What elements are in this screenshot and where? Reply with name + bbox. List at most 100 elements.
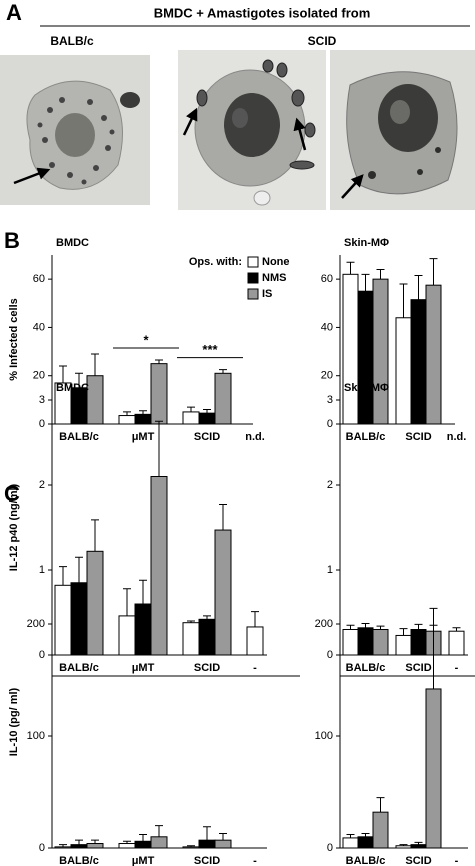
error-bar <box>187 620 195 623</box>
error-bar <box>414 841 423 845</box>
error-bar <box>75 372 83 388</box>
error-bar <box>75 556 83 583</box>
error-bar <box>139 834 147 842</box>
bar <box>86 550 104 656</box>
x-tick-label: SCID <box>194 662 220 674</box>
x-tick-label: - <box>253 855 257 866</box>
error-bar <box>139 579 147 604</box>
error-bar <box>219 504 227 531</box>
bar <box>410 299 427 425</box>
y-axis-label: IL-10 (pg/ ml) <box>8 687 20 756</box>
legend-label: NMS <box>262 272 286 284</box>
error-bar <box>203 615 211 620</box>
bar <box>410 629 427 656</box>
bar <box>134 413 152 425</box>
x-tick-label: BALB/c <box>346 431 386 443</box>
bar <box>372 811 389 849</box>
bar <box>214 372 232 425</box>
panel-label: A <box>6 0 22 25</box>
chart-title: BMDC <box>56 382 89 394</box>
chart-title: Skin-MΦ <box>344 382 389 394</box>
y-tick-label: 40 <box>33 321 45 333</box>
bar <box>118 615 136 656</box>
y-tick-label: 100 <box>27 730 45 742</box>
x-tick-label: SCID <box>405 431 431 443</box>
x-tick-label: μMT <box>132 431 155 443</box>
error-bar <box>361 832 370 837</box>
y-tick-label: 0 <box>39 649 45 661</box>
y-tick-label: 3 <box>327 394 333 406</box>
bar <box>86 843 104 849</box>
chart-title: Skin-MΦ <box>344 237 389 249</box>
legend-swatch <box>247 272 259 284</box>
significance-label: *** <box>202 342 218 357</box>
x-tick-label: - <box>253 662 257 674</box>
error-bar <box>346 834 355 838</box>
bar <box>54 584 72 656</box>
bar <box>182 622 200 656</box>
error-bar <box>399 844 408 846</box>
error-bar <box>376 797 385 813</box>
x-tick-label: SCID <box>405 662 431 674</box>
x-tick-label: SCID <box>405 855 431 866</box>
x-tick-label: BALB/c <box>59 855 99 866</box>
error-bar <box>219 369 227 374</box>
legend-title: Ops. with: <box>189 256 242 268</box>
y-tick-label: 3 <box>39 394 45 406</box>
x-tick-label: BALB/c <box>59 431 99 443</box>
error-bar <box>399 283 408 318</box>
y-axis-label: IL-12 p40 (ng/ml) <box>8 483 20 571</box>
y-tick-label: 200 <box>27 618 45 630</box>
bar <box>134 840 152 849</box>
y-tick-label: 0 <box>39 418 45 430</box>
micrograph <box>330 50 475 210</box>
panel-title: BMDC + Amastigotes isolated from <box>154 5 371 20</box>
bar <box>198 412 216 425</box>
bar <box>395 634 412 656</box>
y-tick-label: 60 <box>321 273 333 285</box>
bar <box>150 363 168 425</box>
bar <box>395 317 412 425</box>
x-tick-label: BALB/c <box>346 662 386 674</box>
x-tick-label: μMT <box>132 662 155 674</box>
error-bar <box>187 845 195 847</box>
y-tick-label: 2 <box>39 479 45 491</box>
y-tick-label: 2 <box>327 479 333 491</box>
error-bar <box>361 623 370 628</box>
error-bar <box>139 410 147 415</box>
bar <box>134 603 152 656</box>
bar <box>357 627 374 656</box>
error-bar <box>123 411 131 416</box>
bar <box>342 273 359 425</box>
x-tick-label: μMT <box>132 855 155 866</box>
error-bar <box>399 628 408 636</box>
error-bar <box>414 275 423 300</box>
x-tick-label: - <box>455 855 459 866</box>
error-bar <box>91 839 99 844</box>
error-bar <box>203 409 211 414</box>
panel-label: B <box>4 228 20 253</box>
y-tick-label: 60 <box>33 273 45 285</box>
error-bar <box>155 420 163 477</box>
x-tick-label: - <box>455 662 459 674</box>
error-bar <box>123 588 131 616</box>
bar <box>448 630 465 656</box>
bar <box>198 839 216 849</box>
legend-label: None <box>262 256 290 268</box>
error-bar <box>346 624 355 630</box>
bar <box>86 375 104 425</box>
error-bar <box>203 826 211 841</box>
error-bar <box>346 261 355 275</box>
bar <box>357 290 374 425</box>
panel-label: C <box>4 481 20 506</box>
error-bar <box>414 623 423 630</box>
y-tick-label: 100 <box>315 730 333 742</box>
bar <box>182 411 200 425</box>
error-bar <box>361 273 370 292</box>
y-tick-label: 40 <box>321 321 333 333</box>
bar <box>150 476 168 656</box>
error-bar <box>376 625 385 630</box>
not-determined-label: n.d. <box>245 431 265 443</box>
